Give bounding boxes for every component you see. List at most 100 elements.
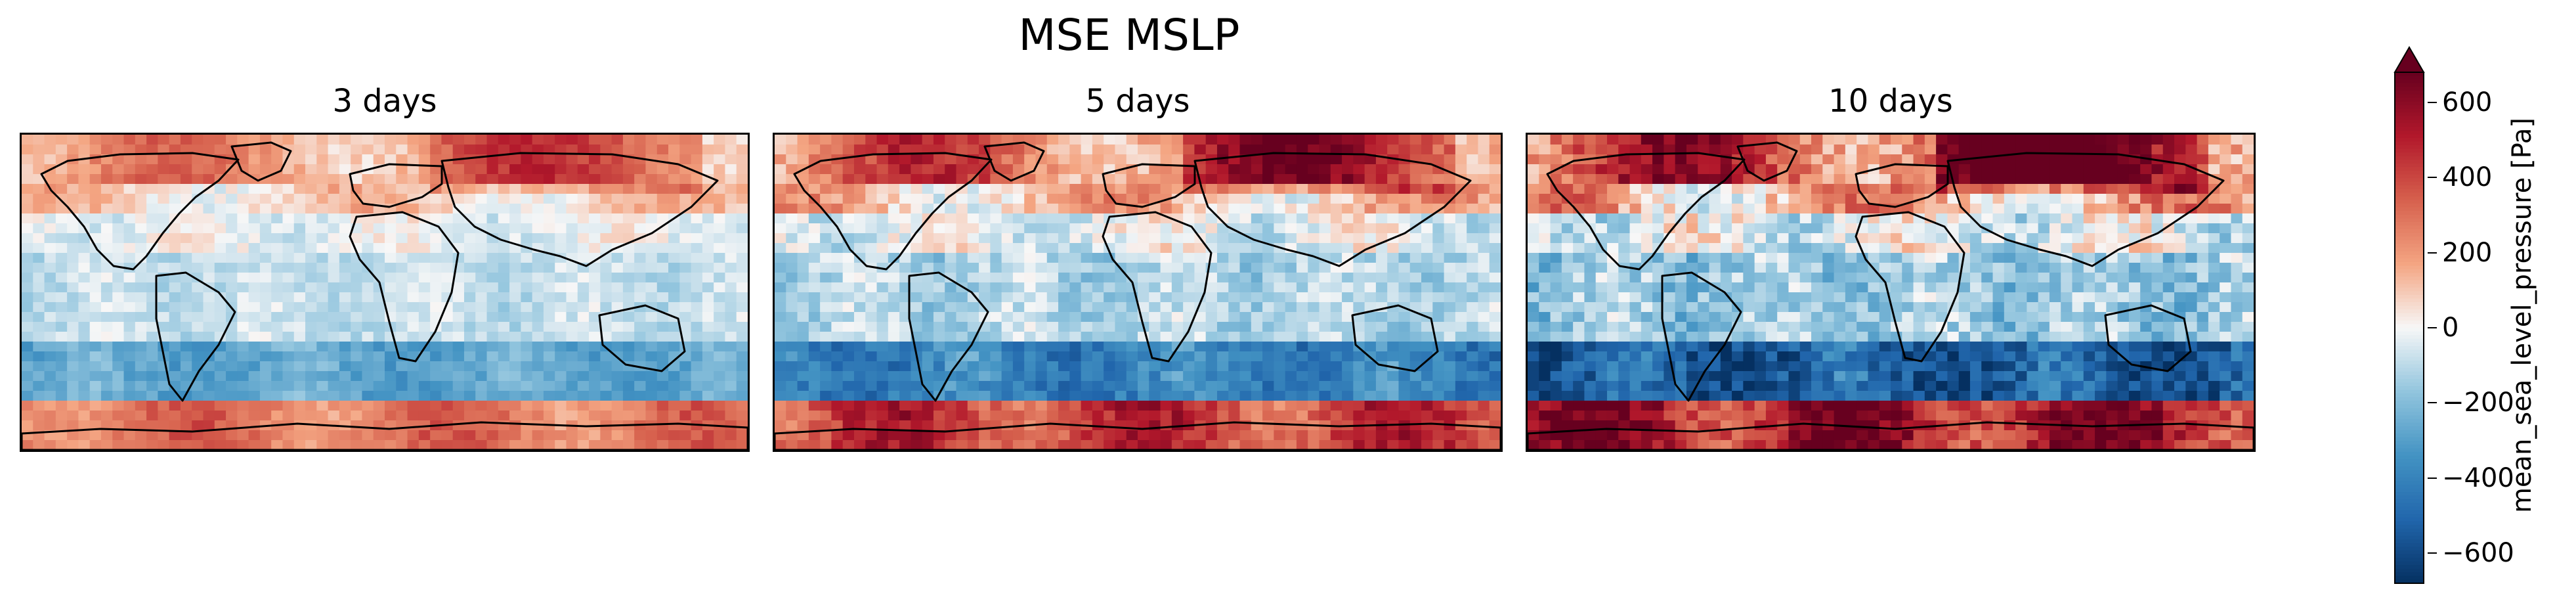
grid-cell [237, 223, 249, 234]
grid-cell [351, 312, 363, 323]
grid-cell [169, 263, 181, 273]
grid-cell [691, 361, 703, 372]
grid-cell [373, 184, 385, 194]
grid-cell [842, 174, 855, 185]
grid-cell [1046, 145, 1059, 155]
grid-cell [89, 194, 102, 204]
grid-cell [293, 342, 306, 352]
grid-cell [577, 164, 590, 175]
grid-cell [1024, 184, 1037, 194]
grid-cell [282, 440, 295, 450]
grid-cell [22, 322, 33, 332]
grid-cell [226, 263, 238, 273]
grid-cell [463, 194, 476, 204]
grid-cell [112, 381, 125, 391]
grid-cell [1319, 135, 1331, 145]
grid-cell [714, 361, 726, 372]
grid-cell [532, 204, 544, 214]
grid-cell [33, 361, 45, 372]
grid-cell [509, 223, 521, 234]
grid-cell [679, 233, 692, 244]
grid-cell [33, 164, 45, 175]
grid-cell [339, 351, 351, 362]
map-panel-5-days [773, 133, 1503, 452]
grid-cell [67, 391, 79, 401]
grid-cell [67, 381, 79, 391]
grid-cell [22, 243, 33, 254]
grid-cell [123, 253, 136, 263]
grid-cell [714, 332, 726, 342]
grid-cell [463, 302, 476, 313]
grid-cell [316, 302, 329, 313]
grid-cell [645, 322, 658, 332]
grid-cell [328, 401, 340, 411]
grid-cell [668, 381, 680, 391]
grid-cell [441, 213, 454, 224]
grid-cell [328, 223, 340, 234]
grid-cell [521, 273, 533, 283]
grid-cell [373, 223, 385, 234]
grid-cell [158, 174, 170, 185]
grid-cell [498, 342, 510, 352]
grid-cell [259, 440, 272, 450]
grid-cell [521, 292, 533, 303]
grid-cell [634, 273, 647, 283]
grid-cell [55, 342, 68, 352]
grid-cell [532, 253, 544, 263]
grid-cell [486, 253, 499, 263]
grid-cell [1115, 184, 1127, 194]
grid-cell [622, 351, 635, 362]
grid-cell [1353, 154, 1365, 165]
grid-cell [407, 253, 419, 263]
grid-cell [1058, 184, 1070, 194]
grid-cell [396, 430, 408, 441]
grid-cell [622, 135, 635, 145]
grid-cell [418, 253, 431, 263]
grid-cell [736, 302, 748, 313]
grid-cell [33, 322, 45, 332]
grid-cell [55, 401, 68, 411]
grid-cell [725, 312, 737, 323]
grid-cell [44, 194, 56, 204]
grid-cell [656, 302, 669, 313]
grid-cell [1342, 194, 1354, 204]
grid-cell [351, 174, 363, 185]
grid-cell [543, 204, 555, 214]
grid-cell [282, 135, 295, 145]
grid-cell [543, 282, 555, 293]
grid-cell [214, 243, 226, 254]
grid-cell [67, 243, 79, 254]
grid-cell [1455, 194, 1467, 204]
grid-cell [44, 145, 56, 155]
grid-cell [543, 292, 555, 303]
grid-cell [214, 292, 226, 303]
grid-cell [55, 430, 68, 441]
grid-cell [622, 204, 635, 214]
grid-cell [373, 361, 385, 372]
grid-cell [714, 213, 726, 224]
grid-cell [112, 391, 125, 401]
grid-cell [22, 194, 33, 204]
grid-cell [589, 401, 601, 411]
grid-cell [146, 135, 158, 145]
grid-cell [645, 292, 658, 303]
grid-cell [44, 361, 56, 372]
grid-cell [385, 391, 397, 401]
grid-cell [475, 440, 488, 450]
grid-cell [498, 351, 510, 362]
grid-cell [55, 263, 68, 273]
grid-cell [589, 342, 601, 352]
grid-cell [775, 184, 786, 194]
grid-cell [486, 411, 499, 421]
grid-cell [158, 213, 170, 224]
grid-cell [1194, 135, 1207, 145]
grid-cell [78, 302, 91, 313]
grid-cell [1387, 174, 1400, 185]
grid-cell [899, 194, 911, 204]
grid-cell [532, 302, 544, 313]
grid-cell [407, 302, 419, 313]
grid-cell [214, 351, 226, 362]
grid-cell [351, 391, 363, 401]
grid-cell [237, 440, 249, 450]
grid-cell [44, 282, 56, 293]
